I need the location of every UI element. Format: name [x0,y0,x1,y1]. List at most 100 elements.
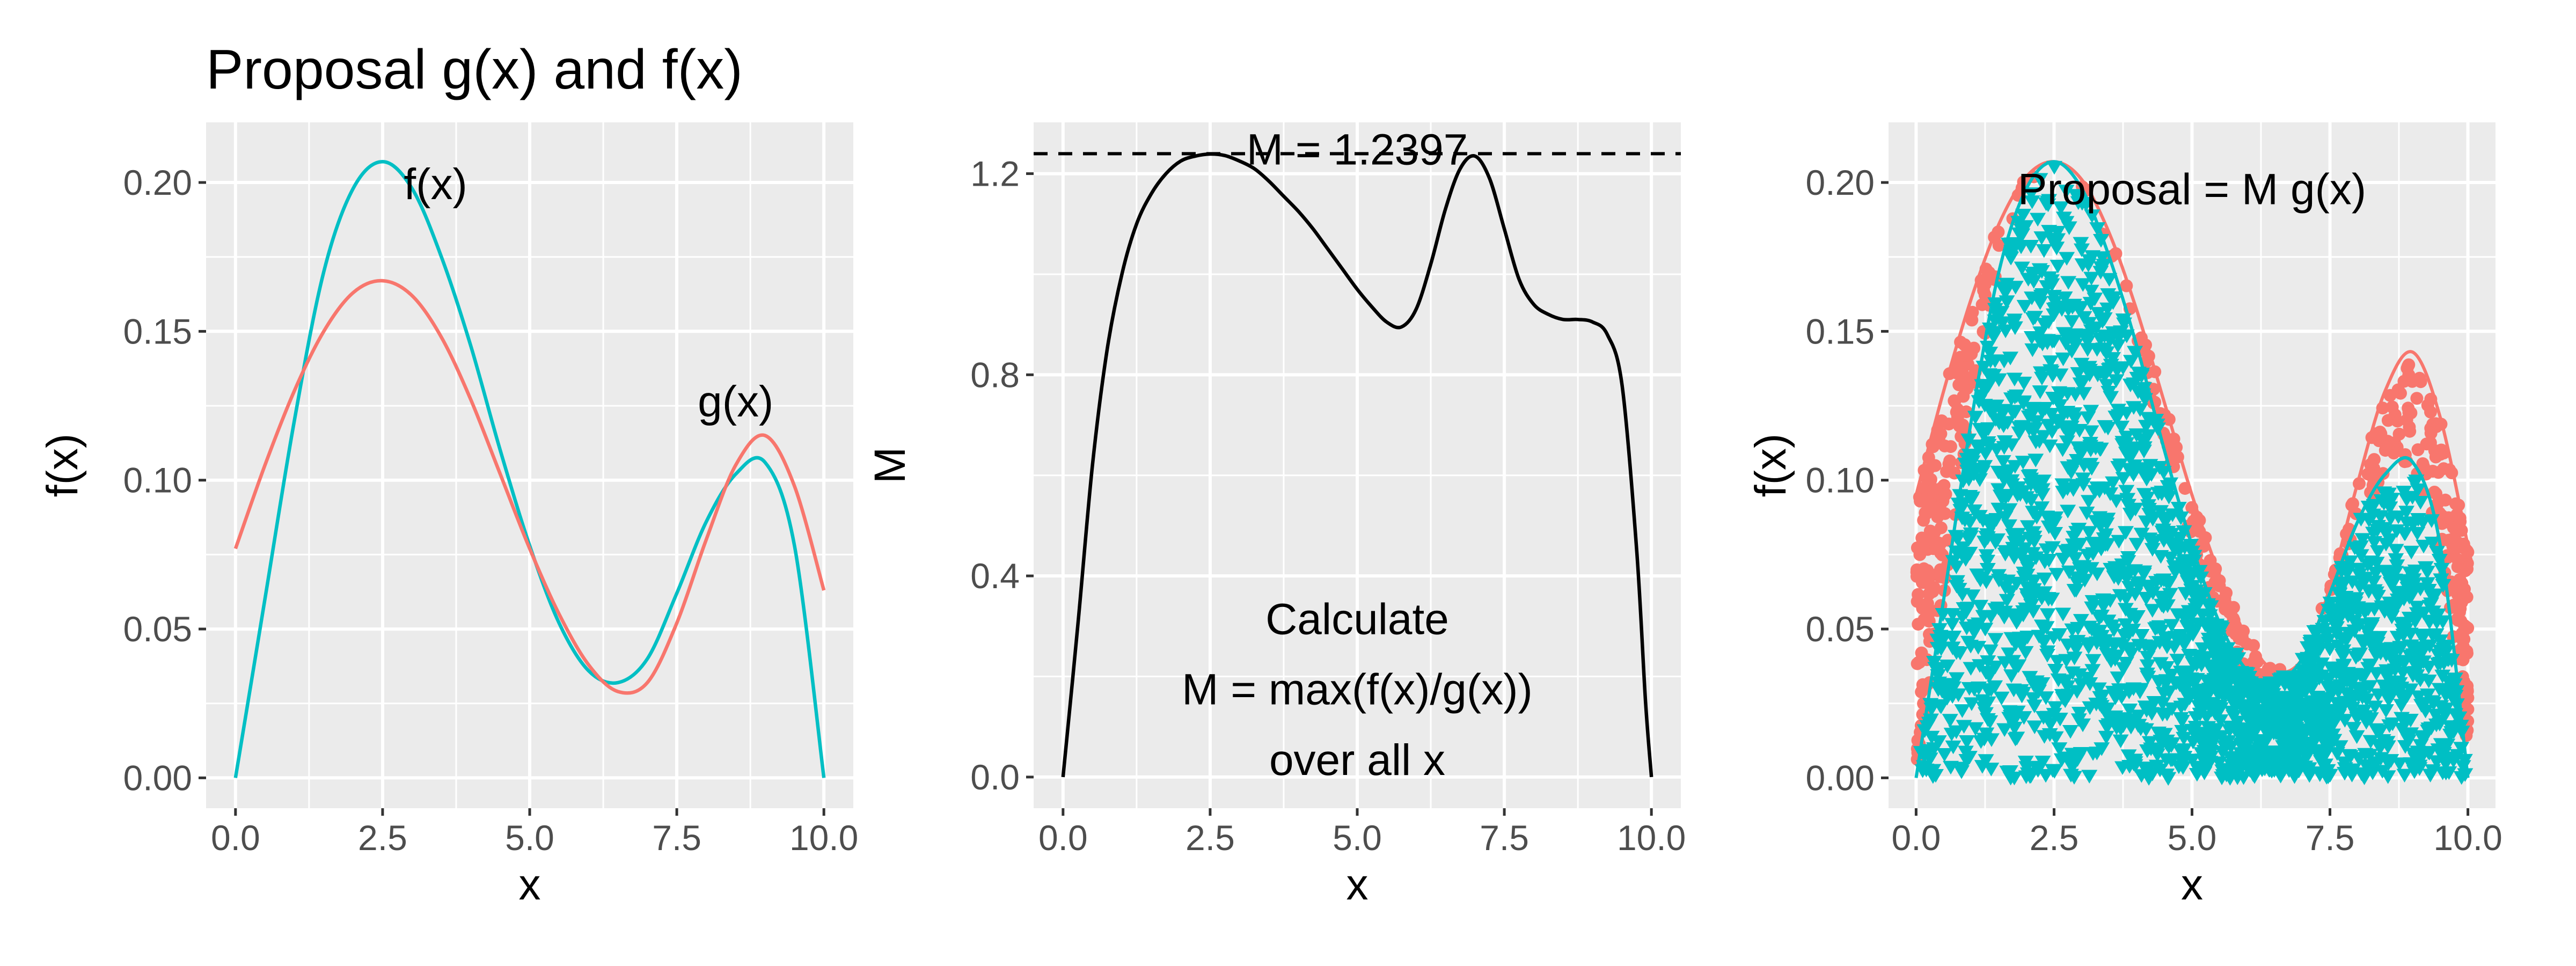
accepted-point [2120,555,2136,569]
proposal-point [2450,509,2463,522]
accepted-point [1986,326,2003,340]
accepted-point [2075,478,2092,492]
accepted-point [2057,694,2074,708]
accepted-point [2176,731,2192,746]
accepted-point [1996,723,2013,737]
accepted-point [1963,697,1980,711]
accepted-point [2180,567,2197,581]
accepted-point [2303,720,2320,735]
accepted-point [2319,694,2336,708]
accepted-point [2083,272,2100,286]
panel3-y-axis-title: f(x) [1746,434,1795,497]
accepted-point [2098,379,2115,393]
accepted-point [2032,385,2048,399]
accepted-point [2172,511,2189,525]
accepted-point [2125,401,2142,415]
panel1-plot-area: 0.0 2.5 5.0 7.5 10.0 0.00 0.05 0.10 0.15 0.20 [123,122,858,858]
accepted-point [1927,662,1944,676]
accepted-point [1953,765,1970,779]
accepted-point [2243,749,2260,764]
proposal-point [2394,386,2407,400]
accepted-point [2262,750,2279,764]
accepted-point [2085,747,2102,761]
accepted-point [2025,526,2041,540]
accepted-point [2204,641,2221,655]
accepted-point [2004,405,2021,419]
proposal-point [2197,540,2210,553]
accepted-point [2417,561,2434,575]
accepted-point [1979,554,1996,569]
accepted-point [2406,477,2423,491]
accepted-points [1913,160,2473,786]
accepted-point [2435,642,2451,656]
accepted-point [2015,686,2032,701]
accepted-point [2067,552,2083,566]
accepted-point [1956,720,1972,734]
accepted-point [2438,757,2454,772]
accepted-point [2222,751,2238,765]
proposal-point [1960,372,1974,385]
accepted-point [2076,574,2093,588]
proposal-point [1934,427,1948,441]
accepted-point [1948,672,1965,686]
accepted-point [2291,762,2308,775]
y-tick-label: 0.20 [123,163,192,202]
accepted-point [2388,566,2404,580]
accepted-point [2058,336,2074,351]
proposal-point [2457,675,2471,688]
series-line-f-x- [233,159,826,778]
x-tick-label: 0.0 [1038,818,1088,858]
accepted-point [2060,276,2077,290]
y-tick-label: 0.05 [123,609,192,649]
proposal-point [1943,367,1956,380]
proposal-point [2451,560,2464,574]
accepted-point [2216,740,2233,754]
y-tick-label: 0.20 [1806,163,1875,202]
accepted-point [2015,456,2031,470]
accepted-point [2024,291,2040,305]
accepted-point [2155,466,2172,480]
accepted-point [2138,420,2154,434]
accepted-point [2312,744,2329,758]
accepted-point [2007,321,2023,335]
proposal-point [2405,375,2419,388]
proposal-point [2185,501,2199,514]
accepted-point [2329,680,2345,695]
accepted-point [1968,440,1985,453]
accepted-point [2376,486,2392,500]
accepted-point [2080,640,2097,655]
accepted-point [2156,528,2172,543]
accepted-point [2059,387,2076,401]
accepted-point [1987,603,2003,617]
accepted-point [2030,685,2047,699]
proposal-point [2369,427,2382,441]
accepted-point [2335,660,2352,674]
accepted-point [2420,675,2437,689]
proposal-point [2364,458,2377,471]
accepted-point [2137,639,2154,654]
accepted-point [2019,591,2036,606]
accepted-point [2391,757,2408,771]
accepted-point [2206,673,2223,687]
accepted-point [2410,659,2427,673]
accepted-point [2001,647,2017,662]
accepted-point [2266,716,2282,730]
accepted-point [2272,759,2288,773]
accepted-point [2117,526,2134,540]
accepted-point [2030,213,2046,227]
accepted-point [2106,652,2123,666]
accepted-point [2158,661,2175,675]
accepted-point [2085,654,2102,668]
accepted-point [2332,612,2348,626]
y-tick-label: 0.0 [970,757,1020,797]
accepted-point [2039,645,2056,660]
accepted-point [2093,700,2110,714]
accepted-point [1954,704,1971,718]
accepted-point [2084,664,2101,678]
accepted-point [2153,735,2169,749]
accepted-point [2332,740,2348,754]
x-tick-label: 2.5 [1185,818,1235,858]
accepted-point [2424,537,2441,551]
accepted-point [2184,753,2201,767]
